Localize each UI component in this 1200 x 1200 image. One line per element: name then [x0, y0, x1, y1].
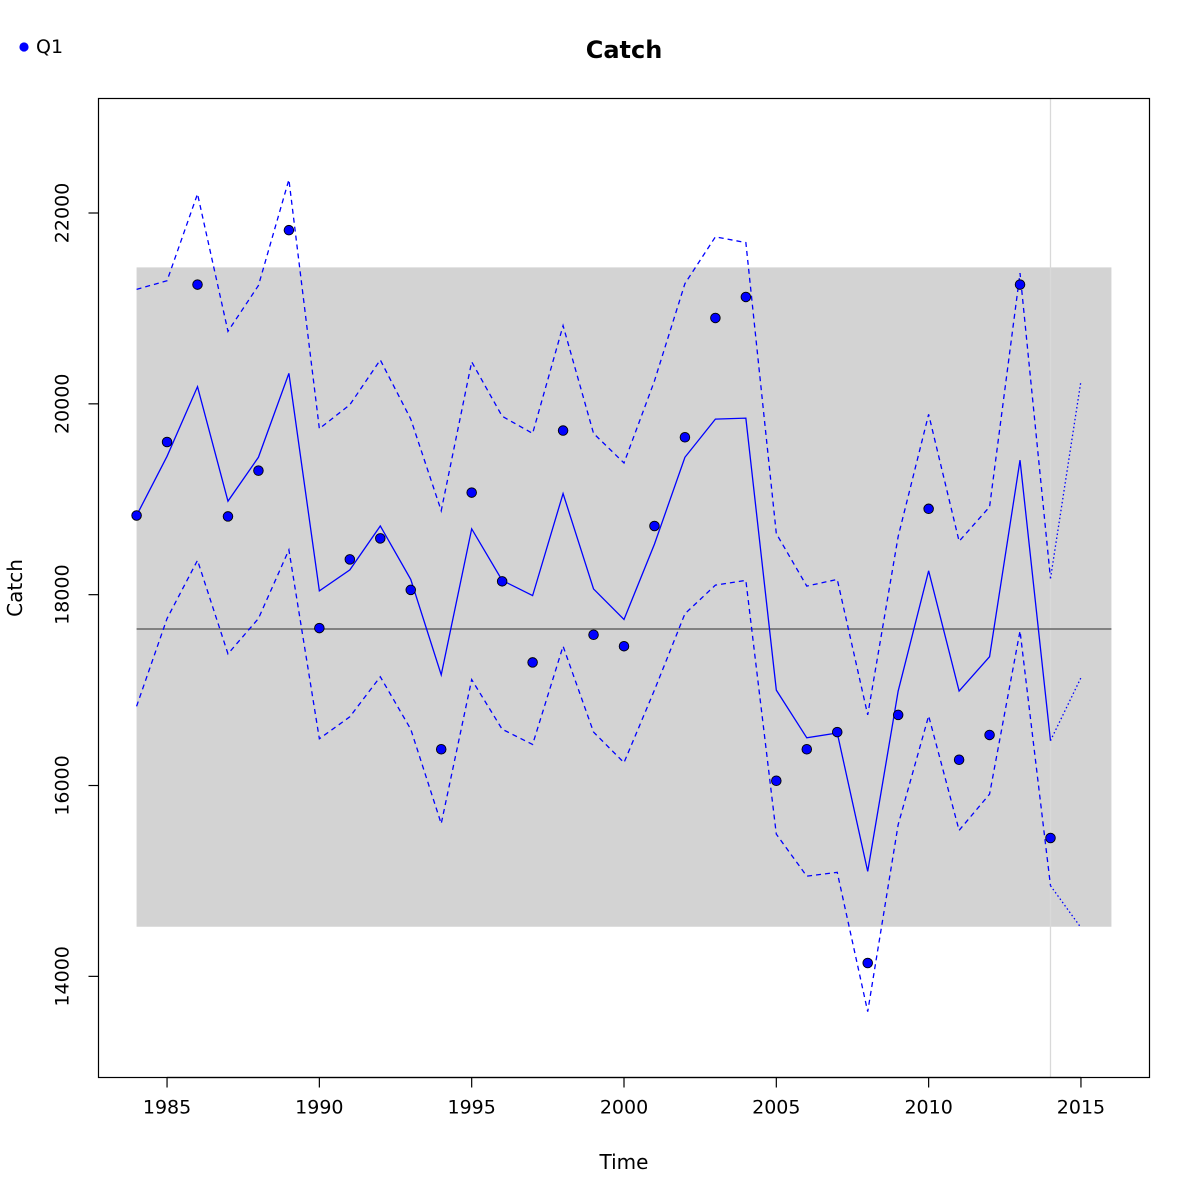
data-point-1991	[344, 554, 356, 565]
data-point-2009	[892, 709, 904, 721]
legend-marker-q1	[19, 42, 29, 52]
y-axis-title: Catch	[3, 559, 27, 617]
data-point-1996	[496, 576, 508, 587]
data-point-1998	[557, 425, 569, 436]
series-line-dotted-6	[1049, 885, 1082, 929]
x-tick-label-2005: 2005	[752, 1097, 800, 1119]
data-point-2013	[1014, 279, 1026, 290]
data-point-1999	[588, 629, 599, 641]
data-point-2006	[801, 744, 813, 755]
legend-label-q1: Q1	[36, 36, 63, 58]
data-point-2012	[984, 729, 995, 741]
reference-band-layer	[136, 267, 1112, 927]
y-tick-label-16000: 16000	[52, 755, 74, 815]
data-point-1992	[375, 533, 386, 544]
data-point-2004	[740, 291, 752, 303]
series-line-solid-1	[136, 373, 1052, 872]
data-point-1985	[161, 436, 173, 448]
data-point-2003	[710, 312, 721, 324]
data-point-1993	[405, 584, 417, 596]
x-tick-label-2000: 2000	[600, 1097, 648, 1119]
data-point-2002	[679, 431, 691, 443]
data-point-2010	[923, 503, 934, 515]
x-tick-label-2015: 2015	[1057, 1097, 1105, 1119]
x-tick-label-1985: 1985	[143, 1097, 191, 1119]
series-line-dashed-3	[135, 547, 1052, 1012]
data-point-1987	[222, 511, 234, 522]
data-point-2011	[953, 754, 965, 766]
reference-band	[136, 267, 1112, 927]
data-point-2001	[649, 520, 660, 532]
data-point-1986	[192, 279, 203, 290]
y-axis: 14000 16000 18000 20000 22000	[52, 183, 99, 1007]
y-tick-label-14000: 14000	[52, 946, 74, 1006]
data-point-1989	[283, 224, 295, 236]
chart-title: Catch	[586, 36, 663, 64]
x-axis-title: Time	[599, 1150, 649, 1174]
data-point-1997	[527, 657, 538, 668]
data-point-2008	[862, 957, 873, 969]
series-line-dotted-5	[1049, 380, 1082, 579]
points-layer	[131, 224, 1056, 969]
data-point-1984	[131, 510, 142, 521]
data-point-2005	[771, 775, 782, 786]
data-point-1988	[253, 465, 264, 476]
series-layer	[135, 179, 1082, 1012]
y-tick-label-22000: 22000	[52, 183, 74, 243]
data-point-1994	[435, 744, 447, 755]
x-axis: 1985 1990 1995 2000 2005 2010 2015	[143, 1076, 1105, 1119]
data-point-2000	[618, 640, 630, 652]
x-tick-label-1990: 1990	[295, 1097, 343, 1119]
data-point-2007	[831, 726, 843, 738]
series-line-dashed-2	[136, 179, 1052, 716]
x-tick-label-2010: 2010	[904, 1097, 952, 1119]
legend: Q1	[19, 36, 63, 58]
x-tick-label-1995: 1995	[448, 1097, 496, 1119]
data-point-1990	[314, 622, 325, 634]
data-point-1995	[466, 487, 477, 498]
y-tick-label-20000: 20000	[52, 374, 74, 434]
y-tick-label-18000: 18000	[52, 564, 74, 624]
data-point-2014	[1045, 832, 1056, 844]
